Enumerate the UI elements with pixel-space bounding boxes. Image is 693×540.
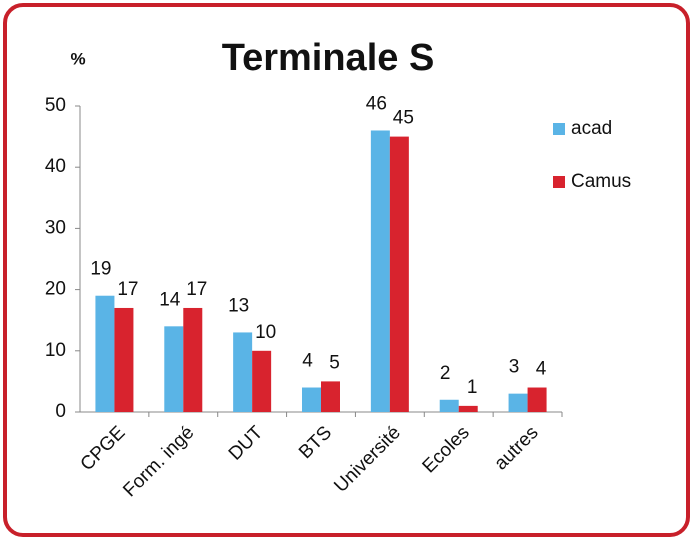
bar — [233, 332, 253, 412]
legend-swatch — [553, 176, 565, 188]
y-tick-label: 20 — [45, 279, 66, 300]
data-label: 14 — [159, 289, 181, 310]
bar — [370, 130, 390, 413]
y-tick-label: 0 — [55, 401, 66, 422]
data-label: 5 — [329, 352, 340, 373]
bar — [389, 136, 409, 412]
y-tick-label: 10 — [45, 340, 66, 361]
bar — [527, 387, 547, 412]
data-label: 46 — [366, 93, 387, 114]
data-label: 4 — [302, 351, 313, 372]
legend-label: acad — [571, 118, 612, 139]
data-label: 1 — [467, 377, 478, 398]
bar — [114, 307, 134, 412]
bar — [183, 307, 203, 412]
data-label: 4 — [536, 359, 547, 380]
y-axis-label: % — [70, 49, 85, 68]
legend-swatch — [553, 123, 565, 135]
bar — [164, 326, 184, 412]
bar — [302, 387, 321, 412]
bar — [439, 399, 459, 412]
bar — [95, 295, 115, 412]
bar — [508, 393, 528, 412]
y-tick-label: 40 — [45, 156, 66, 177]
chart-title: Terminale S — [222, 37, 435, 79]
bar — [252, 350, 272, 412]
data-label: 2 — [440, 363, 451, 384]
data-label: 17 — [117, 279, 138, 300]
data-label: 19 — [90, 259, 111, 280]
data-label: 17 — [186, 279, 207, 300]
y-tick-label: 50 — [45, 95, 66, 116]
data-label: 3 — [509, 357, 520, 378]
legend-label: Camus — [571, 171, 631, 192]
bar — [321, 381, 340, 412]
data-label: 10 — [255, 322, 276, 343]
data-label: 13 — [228, 295, 249, 316]
data-label: 45 — [393, 108, 414, 129]
bar — [458, 405, 478, 412]
y-tick-label: 30 — [45, 217, 66, 238]
